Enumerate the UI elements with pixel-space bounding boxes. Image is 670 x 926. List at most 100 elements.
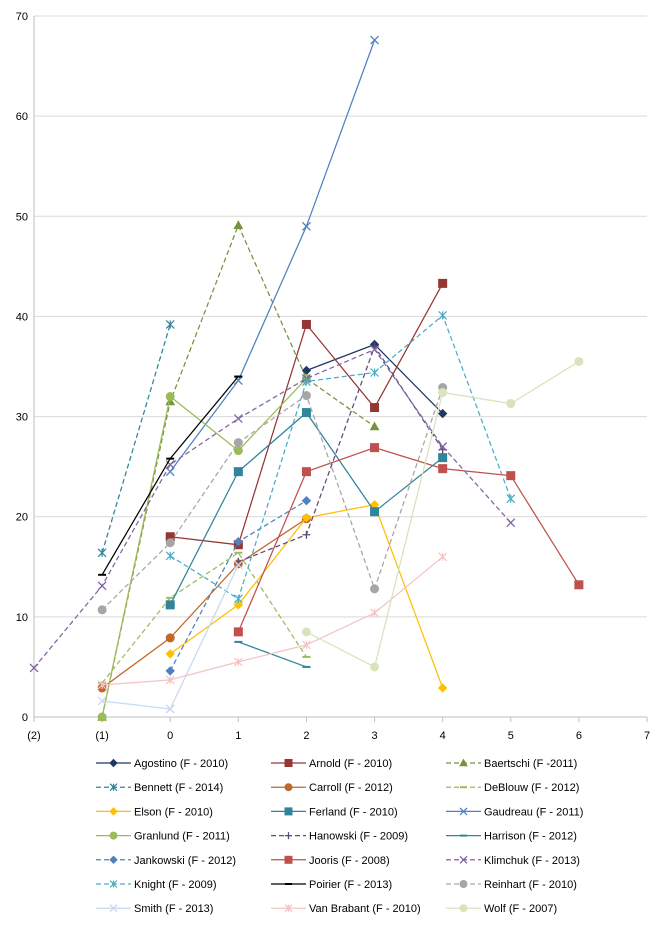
- data-point: [165, 666, 175, 676]
- legend-label: Reinhart (F - 2010): [484, 879, 577, 891]
- data-point: [438, 453, 448, 463]
- series-line: [169, 314, 512, 600]
- series-line: [101, 387, 444, 611]
- legend-item: Wolf (F - 2007): [446, 903, 557, 915]
- series-1: [165, 278, 448, 550]
- data-point: [438, 552, 448, 562]
- series-line: [169, 500, 307, 672]
- data-point: [370, 403, 380, 413]
- legend-marker: [459, 880, 468, 888]
- legend-label: Knight (F - 2009): [134, 879, 217, 891]
- legend-item: Poirier (F - 2013): [271, 879, 392, 891]
- legend-marker: [284, 759, 293, 767]
- data-point: [165, 460, 175, 470]
- legend-marker: [459, 758, 468, 767]
- series-line: [33, 348, 512, 669]
- x-tick-label: (1): [95, 730, 108, 742]
- data-point: [301, 495, 312, 506]
- legend-label: Granlund (F - 2011): [134, 831, 230, 843]
- legend-marker: [284, 904, 293, 913]
- data-point: [97, 581, 107, 591]
- data-point: [506, 471, 516, 481]
- series-line: [238, 641, 307, 668]
- y-tick-label: 20: [16, 512, 28, 524]
- legend-item: Elson (F - 2010): [96, 806, 213, 818]
- legend-label: Elson (F - 2010): [134, 806, 213, 818]
- data-point: [301, 467, 311, 477]
- y-tick-label: 10: [16, 612, 28, 624]
- series-line: [101, 551, 307, 684]
- data-point: [574, 356, 584, 366]
- legend-item: Reinhart (F - 2010): [446, 879, 577, 891]
- data-point: [574, 580, 584, 590]
- x-tick-label: 2: [303, 730, 309, 742]
- data-point: [370, 662, 380, 672]
- series-line: [102, 556, 444, 686]
- data-point: [233, 438, 243, 448]
- data-point: [165, 320, 175, 329]
- data-point: [301, 319, 311, 329]
- series-line: [101, 378, 307, 718]
- data-point: [438, 311, 448, 320]
- data-point: [437, 683, 448, 693]
- legend-marker: [284, 807, 293, 816]
- data-point: [165, 392, 175, 402]
- legend-item: Agostino (F - 2010): [96, 758, 228, 770]
- legend-label: Arnold (F - 2010): [309, 758, 392, 770]
- series-line: [101, 223, 375, 718]
- data-point: [165, 551, 175, 561]
- legend-label: Klimchuk (F - 2013): [484, 855, 580, 867]
- legend-item: Hanowski (F - 2009): [271, 831, 408, 843]
- legend-marker: [109, 855, 118, 865]
- legend-marker: [285, 832, 292, 840]
- legend-marker: [284, 783, 293, 792]
- legend-label: Gaudreau (F - 2011): [484, 806, 583, 818]
- legend-marker: [109, 758, 118, 768]
- legend-marker: [109, 783, 118, 792]
- series-11: [234, 640, 311, 668]
- data-point: [165, 600, 175, 610]
- series-8: [165, 35, 380, 477]
- legend-marker: [459, 904, 468, 913]
- legend-item: Carroll (F - 2012): [271, 782, 393, 794]
- legend-label: Poirier (F - 2013): [309, 879, 392, 891]
- legend-marker: [459, 855, 468, 864]
- series-line: [101, 324, 171, 553]
- legend-label: Harrison (F - 2012): [484, 831, 577, 843]
- data-point: [97, 605, 107, 615]
- data-point: [233, 220, 244, 229]
- legend-marker: [109, 904, 118, 913]
- series-line: [237, 446, 580, 633]
- series-16: [98, 375, 243, 576]
- data-point: [301, 221, 311, 231]
- series-line: [238, 345, 444, 563]
- data-point: [233, 467, 243, 477]
- data-point: [97, 548, 107, 558]
- legend-item: Jooris (F - 2008): [271, 855, 390, 867]
- series-19: [97, 552, 448, 690]
- legend-label: Agostino (F - 2010): [134, 758, 228, 770]
- x-tick-label: 4: [440, 730, 446, 742]
- legend-item: Gaudreau (F - 2011): [446, 806, 583, 818]
- data-point: [29, 663, 39, 673]
- legend-label: Ferland (F - 2010): [309, 806, 398, 818]
- legend-label: Carroll (F - 2012): [309, 782, 393, 794]
- series-13: [233, 443, 584, 637]
- y-tick-label: 30: [16, 412, 28, 424]
- data-point: [506, 494, 516, 504]
- x-tick-label: 1: [235, 730, 241, 742]
- legend-marker: [109, 880, 118, 888]
- series-lines: [29, 35, 584, 722]
- series-line: [101, 518, 307, 689]
- data-point: [370, 443, 380, 453]
- data-point: [233, 537, 244, 547]
- legend-item: Van Brabant (F - 2010): [271, 903, 421, 915]
- y-tick-label: 70: [16, 11, 28, 23]
- series-18: [97, 560, 243, 714]
- legend-label: Van Brabant (F - 2010): [309, 903, 421, 915]
- data-point: [233, 376, 243, 385]
- series-5: [98, 551, 311, 684]
- legend-label: Bennett (F - 2014): [134, 782, 223, 794]
- legend-item: Granlund (F - 2011): [96, 831, 230, 843]
